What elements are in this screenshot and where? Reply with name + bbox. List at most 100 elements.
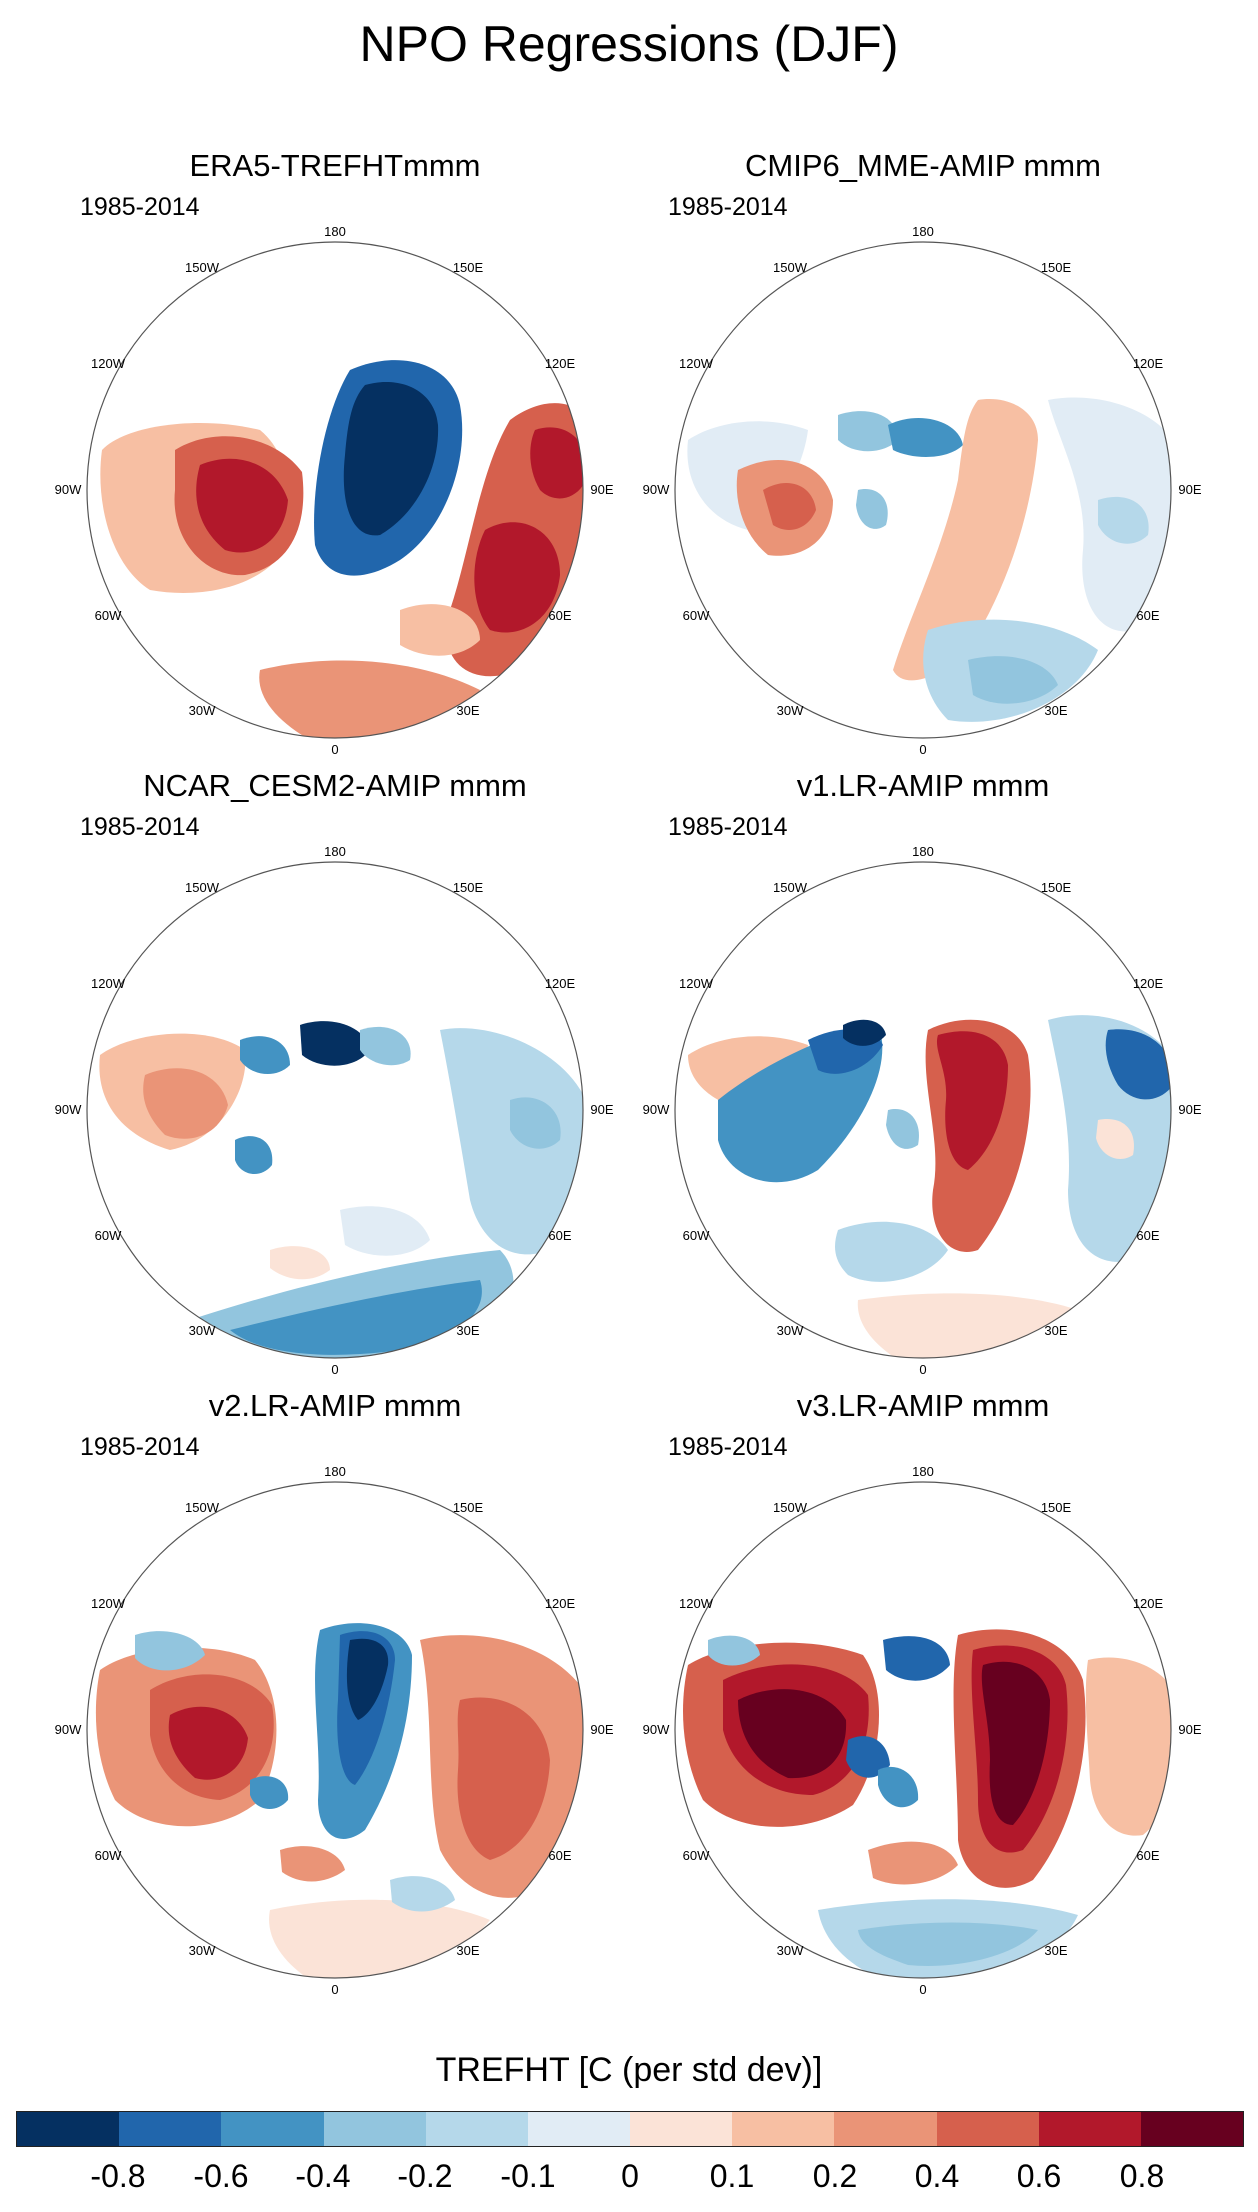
lon-tick: 30W: [777, 1943, 804, 1958]
panel-era5: ERA5-TREFHTmmm 1985-2014 180 150E 120E 9…: [40, 148, 630, 768]
lon-tick: 30E: [1044, 1943, 1067, 1958]
polar-map-v1-lr: 180 150E 120E 90E 60E 30E 0 30W 60W 90W …: [643, 844, 1202, 1377]
colorbar-label: 0.6: [1016, 2158, 1062, 2194]
colorbar-swatch: [323, 2112, 426, 2146]
lon-tick: 180: [324, 1464, 346, 1479]
colorbar-label: 0.8: [1119, 2158, 1165, 2194]
temperature-anomaly-shading: [687, 397, 1171, 722]
lon-tick: 0: [331, 1362, 338, 1377]
lon-tick: 0: [331, 1982, 338, 1997]
lon-tick: 120W: [91, 1596, 126, 1611]
lon-tick: 150W: [185, 880, 220, 895]
lon-tick: 150W: [185, 260, 220, 275]
lon-tick: 180: [912, 1464, 934, 1479]
lon-tick: 180: [324, 224, 346, 239]
lon-tick: 120E: [1133, 356, 1164, 371]
colorbar-swatch: [936, 2112, 1039, 2146]
colorbar-swatch: [1038, 2112, 1141, 2146]
panel-title: v3.LR-AMIP mmm: [796, 1388, 1050, 1423]
lon-tick: 30W: [189, 1323, 216, 1338]
lon-tick: 90E: [1178, 482, 1201, 497]
lon-tick: 120E: [1133, 976, 1164, 991]
colorbar-label: -0.4: [295, 2158, 351, 2194]
lon-tick: 180: [912, 844, 934, 859]
colorbar-swatch: [834, 2112, 937, 2146]
lon-tick: 60W: [683, 608, 710, 623]
lon-tick: 60E: [1136, 1848, 1159, 1863]
lon-tick: 90E: [1178, 1102, 1201, 1117]
lon-tick: 90E: [590, 1102, 613, 1117]
lon-tick: 150E: [1041, 260, 1072, 275]
lon-tick: 90W: [643, 1722, 670, 1737]
lon-tick: 60W: [95, 608, 122, 623]
lon-tick: 60E: [548, 1228, 571, 1243]
colorbar-label: 0: [621, 2158, 639, 2194]
panel-title: ERA5-TREFHTmmm: [189, 148, 481, 183]
lon-tick: 150E: [1041, 1500, 1072, 1515]
colorbar-label: -0.8: [90, 2158, 146, 2194]
temperature-anomaly-shading: [688, 1015, 1171, 1358]
lon-tick: 60E: [1136, 1228, 1159, 1243]
colorbar-swatch: [732, 2112, 835, 2146]
lon-tick: 180: [324, 844, 346, 859]
colorbar-label: -0.1: [500, 2158, 556, 2194]
panel-v3-lr: v3.LR-AMIP mmm 1985-2014 180 150E 120E 9…: [628, 1388, 1218, 2008]
polar-map-cmip6-mme: 180 150E 120E 90E 60E 30E 0 30W 60W 90W …: [643, 224, 1202, 757]
period-label: 1985-2014: [668, 813, 788, 841]
lon-tick: 90E: [590, 482, 613, 497]
colorbar-label: 0.4: [914, 2158, 960, 2194]
colorbar: [16, 2111, 1244, 2147]
lon-tick: 90E: [590, 1722, 613, 1737]
lon-tick: 90E: [1178, 1722, 1201, 1737]
lon-tick: 90W: [55, 1722, 82, 1737]
temperature-anomaly-shading: [100, 360, 583, 738]
period-label: 1985-2014: [80, 193, 200, 221]
lon-tick: 0: [919, 742, 926, 757]
colorbar-title: TREFHT [C (per std dev)]: [435, 2051, 823, 2089]
panel-v2-lr: v2.LR-AMIP mmm 1985-2014 180 150E 120E 9…: [40, 1388, 630, 2008]
colorbar-label: 0.1: [709, 2158, 755, 2194]
polar-map-era5: 180 150E 120E 90E 60E 30E 0 30W 60W 90W …: [55, 224, 614, 757]
lon-tick: 150W: [773, 880, 808, 895]
colorbar-swatch: [630, 2112, 733, 2146]
panel-cmip6-mme: CMIP6_MME-AMIP mmm 1985-2014 180 150E 12…: [628, 148, 1218, 768]
panel-title: NCAR_CESM2-AMIP mmm: [143, 768, 527, 803]
lon-tick: 150E: [453, 260, 484, 275]
colorbar-swatch: [527, 2112, 631, 2146]
colorbar-swatch: [17, 2112, 120, 2146]
lon-tick: 120W: [679, 976, 714, 991]
lon-tick: 30W: [189, 703, 216, 718]
panel-title: CMIP6_MME-AMIP mmm: [745, 148, 1101, 183]
panel-ncar-cesm2: NCAR_CESM2-AMIP mmm 1985-2014 180 150E 1…: [40, 768, 630, 1388]
colorbar-swatch: [1140, 2112, 1244, 2146]
lon-tick: 90W: [643, 1102, 670, 1117]
lon-tick: 150W: [185, 1500, 220, 1515]
lon-tick: 30E: [456, 703, 479, 718]
lon-tick: 120E: [1133, 1596, 1164, 1611]
period-label: 1985-2014: [80, 813, 200, 841]
lon-tick: 60W: [95, 1848, 122, 1863]
colorbar-label: 0.2: [812, 2158, 858, 2194]
lon-tick: 30E: [456, 1323, 479, 1338]
colorbar-swatch: [221, 2112, 324, 2146]
lon-tick: 60W: [683, 1228, 710, 1243]
lon-tick: 0: [919, 1362, 926, 1377]
lon-tick: 150W: [773, 260, 808, 275]
period-label: 1985-2014: [668, 1433, 788, 1461]
lon-tick: 60W: [95, 1228, 122, 1243]
lon-tick: 120W: [679, 1596, 714, 1611]
lon-tick: 150E: [1041, 880, 1072, 895]
lon-tick: 30E: [1044, 1323, 1067, 1338]
lon-tick: 0: [919, 1982, 926, 1997]
lon-tick: 120E: [545, 356, 576, 371]
colorbar-swatch: [425, 2112, 528, 2146]
lon-tick: 90W: [55, 482, 82, 497]
lon-tick: 120W: [91, 356, 126, 371]
lon-tick: 90W: [55, 1102, 82, 1117]
lon-tick: 120W: [679, 356, 714, 371]
lon-tick: 150E: [453, 1500, 484, 1515]
lon-tick: 90W: [643, 482, 670, 497]
temperature-anomaly-shading: [95, 1623, 583, 1978]
lon-tick: 60E: [1136, 608, 1159, 623]
colorbar-swatch: [119, 2112, 222, 2146]
